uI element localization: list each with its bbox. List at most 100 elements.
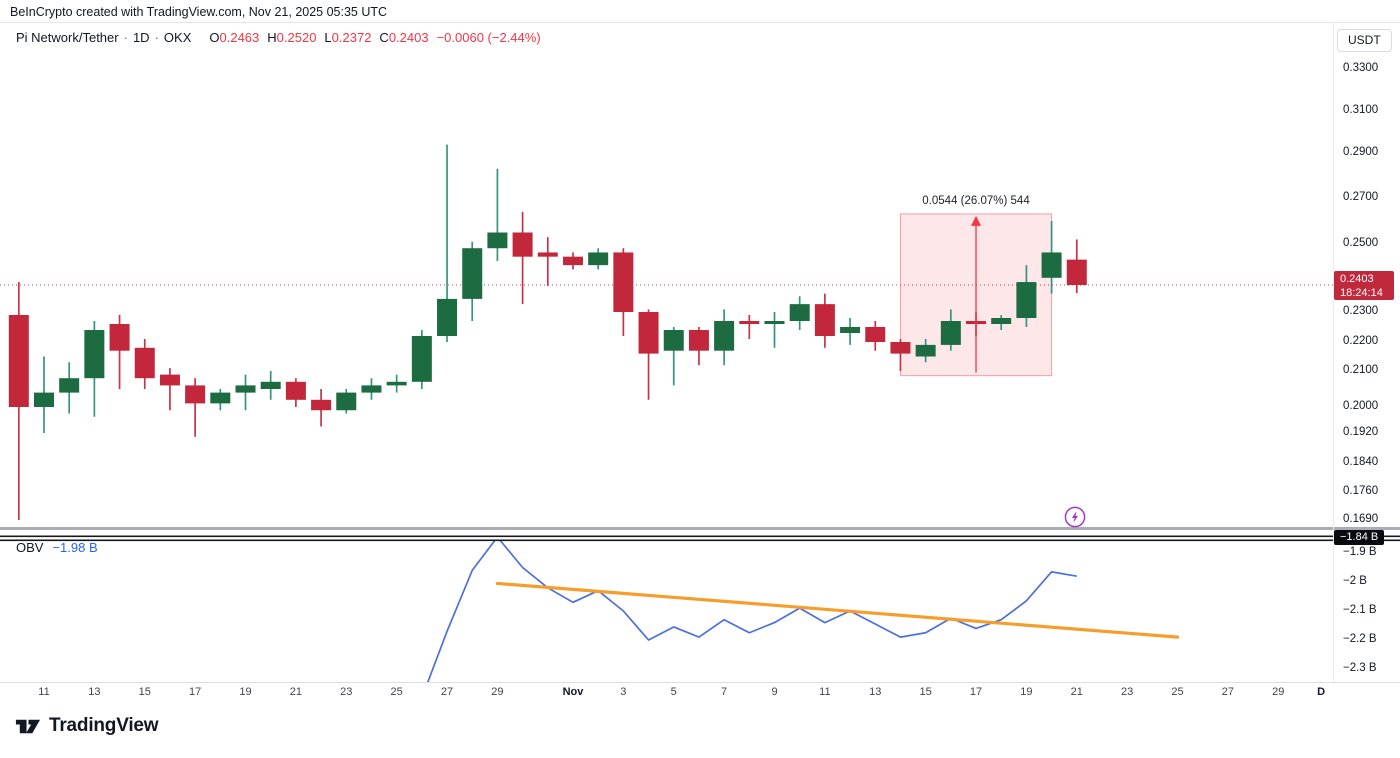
candle: [33, 356, 54, 433]
candle: [1066, 239, 1087, 294]
legend-separator: ·: [123, 30, 128, 45]
candle: [462, 241, 483, 321]
time-axis-label: 29: [491, 686, 504, 698]
time-axis-label: 21: [289, 686, 302, 698]
candle-body: [638, 312, 659, 354]
candle: [915, 339, 936, 363]
candle: [814, 293, 835, 348]
time-axis-label: 13: [869, 686, 882, 698]
interval-label: 1D: [132, 30, 150, 45]
candle-body: [235, 385, 256, 393]
price-tick-label: 0.2500: [1343, 237, 1379, 249]
candle-body: [865, 327, 886, 342]
candle-body: [663, 330, 684, 351]
candle-body: [940, 321, 961, 345]
candle-body: [134, 347, 155, 379]
candle: [840, 318, 861, 345]
high-value: 0.2520: [276, 30, 317, 45]
candle-body: [588, 252, 609, 266]
candle-body: [890, 342, 911, 354]
price-tick-label: 0.3100: [1343, 104, 1379, 116]
candles-layer: [8, 144, 1087, 520]
lightning-icon: [1064, 506, 1086, 528]
time-axis-label: 7: [721, 686, 728, 698]
pane-separator[interactable]: [0, 527, 1400, 530]
obv-trendline[interactable]: [495, 581, 1180, 639]
candle-body: [437, 298, 458, 336]
candle: [437, 144, 458, 342]
candle: [613, 248, 634, 336]
close-label: C: [379, 30, 389, 45]
candle-body: [185, 385, 206, 404]
obv-line: [426, 540, 1077, 683]
candle: [865, 321, 886, 351]
measure-tool-label: 0.0544 (26.07%) 544: [922, 194, 1030, 207]
candle: [512, 211, 533, 305]
candle-body: [159, 374, 180, 386]
candle-body: [688, 330, 709, 351]
time-axis-label: 3: [620, 686, 627, 698]
obv-tick-label: −2 B: [1343, 575, 1367, 587]
obv-indicator-legend[interactable]: OBV −1.98 B: [16, 540, 98, 555]
time-axis-label: D: [1317, 686, 1326, 698]
time-axis-label: Nov: [562, 686, 584, 698]
candle: [487, 168, 508, 261]
candle-body: [814, 304, 835, 336]
time-axis-label: 29: [1272, 686, 1285, 698]
obv-tick-label: −1.9 B: [1343, 546, 1377, 558]
currency-unit-button[interactable]: USDT: [1337, 29, 1392, 52]
price-tick-label: 0.1920: [1343, 426, 1379, 438]
candle: [59, 362, 80, 414]
price-tick-label: 0.2200: [1343, 335, 1379, 347]
time-axis-label: 25: [1171, 686, 1184, 698]
time-axis-label: 23: [340, 686, 353, 698]
tradingview-logo-mark: [15, 719, 41, 734]
obv-label: OBV: [16, 540, 44, 555]
candle: [688, 327, 709, 366]
candle-body: [33, 392, 54, 407]
obv-scale-badge: −1.84 B: [1334, 530, 1385, 545]
candle-body: [714, 321, 735, 351]
high-label: H: [267, 30, 277, 45]
time-axis-label: 19: [1020, 686, 1033, 698]
symbol-legend[interactable]: Pi Network/Tether · 1D · OKX O0.2463 H0.2520 L0…: [16, 30, 541, 45]
boost-button[interactable]: [1063, 505, 1087, 529]
time-axis[interactable]: 11 13 15 17 19 21 23 25 27 29 Nov 3 5 7 9 11 13 15 17 19 21 2…: [0, 684, 1400, 704]
exchange-label: OKX: [163, 30, 192, 45]
header-divider: [0, 22, 1400, 23]
candle: [588, 248, 609, 270]
time-axis-label: 11: [38, 686, 50, 698]
time-axis-label: 21: [1070, 686, 1083, 698]
candle-body: [361, 385, 382, 393]
candle: [285, 378, 306, 407]
candle-body: [59, 378, 80, 393]
candle: [361, 378, 382, 400]
candle: [663, 327, 684, 386]
candle: [991, 315, 1012, 330]
candle: [210, 389, 231, 411]
candle-body: [487, 232, 508, 249]
time-axis-label: 23: [1121, 686, 1134, 698]
price-tick-label: 0.2000: [1343, 400, 1379, 412]
candle: [159, 368, 180, 411]
price-tick-label: 0.1840: [1343, 456, 1379, 468]
candle-body: [613, 252, 634, 312]
candle-body: [386, 381, 407, 386]
bar-countdown: 18:24:14: [1340, 287, 1383, 299]
candle: [235, 374, 256, 411]
candle: [109, 315, 130, 389]
tradingview-wordmark: TradingView: [49, 714, 159, 736]
candle: [8, 282, 29, 520]
legend-separator: ·: [154, 30, 159, 45]
candle-body: [285, 381, 306, 400]
open-label: O: [209, 30, 220, 45]
time-axis-label: 15: [919, 686, 932, 698]
candle-body: [562, 256, 583, 266]
candle-body: [462, 248, 483, 299]
obv-value: −1.98 B: [52, 540, 98, 555]
candle-body: [411, 336, 432, 382]
candle-body: [210, 392, 231, 404]
time-axis-label: 9: [771, 686, 778, 698]
tradingview-logo[interactable]: TradingView: [14, 712, 159, 739]
